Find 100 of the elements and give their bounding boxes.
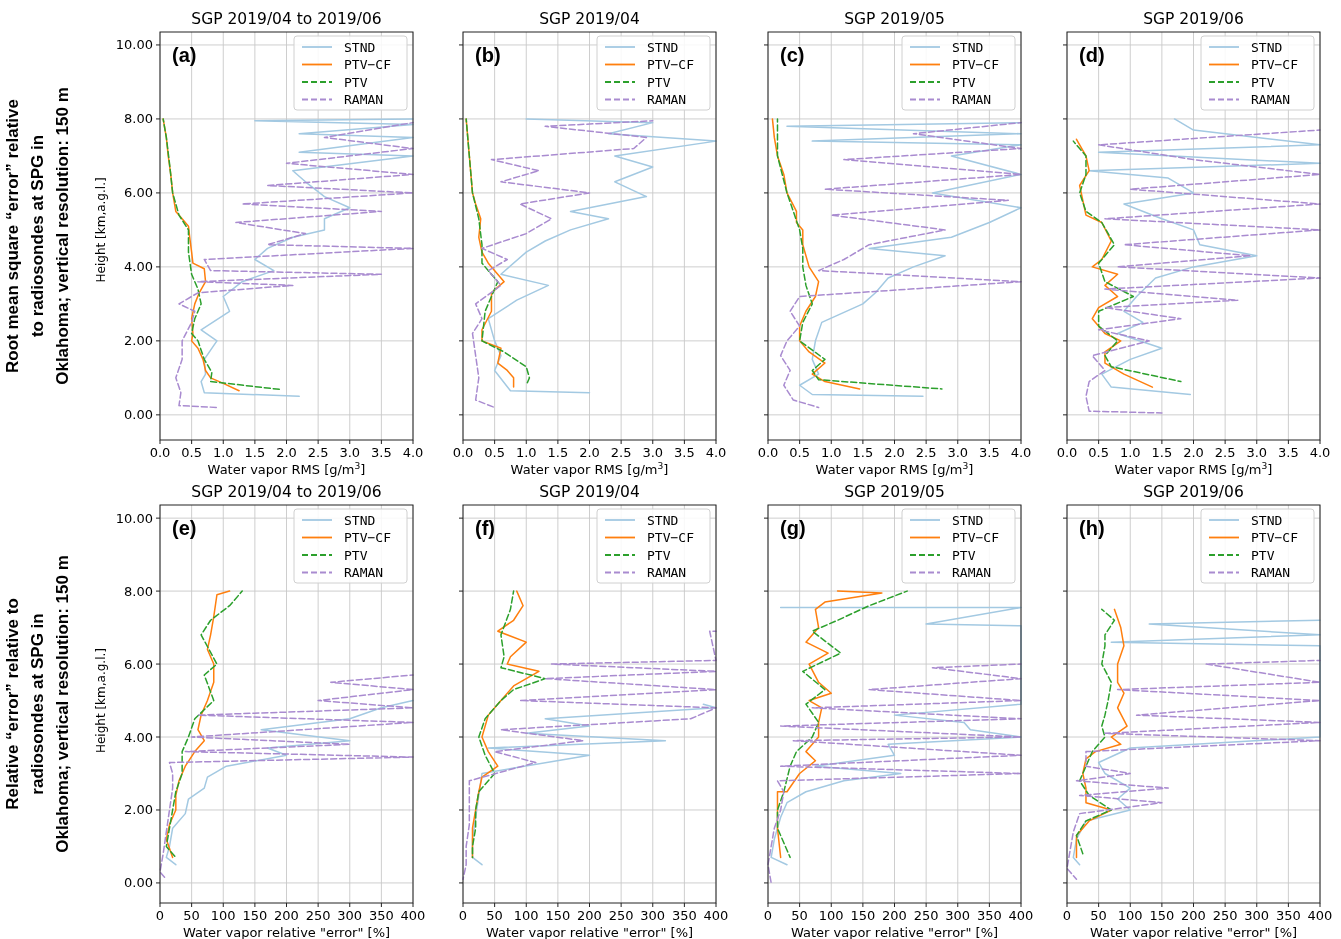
x-tick-label: 1.5 — [852, 445, 874, 460]
x-axis-title: Water vapor RMS [g/m$^{3}$] — [1114, 461, 1273, 477]
x-tick-label: 3.5 — [371, 445, 392, 460]
legend-label: STND — [647, 39, 679, 55]
x-tick-label: 250 — [305, 908, 331, 923]
legend-label: STND — [647, 512, 679, 528]
y-tick-label: 6.00 — [124, 185, 153, 201]
x-tick-label: 300 — [1244, 908, 1270, 923]
x-tick-label: 200 — [1181, 908, 1206, 923]
legend-label: RAMAN — [344, 92, 384, 107]
legend-label: PTV — [1251, 547, 1275, 563]
x-tick-label: 2.5 — [1214, 445, 1236, 460]
legend-label: STND — [952, 512, 984, 528]
x-tick-label: 150 — [545, 908, 571, 923]
legend-label: PTV — [344, 74, 368, 90]
y-tick-label: 8.00 — [124, 583, 153, 599]
line-series — [165, 590, 231, 859]
x-tick-label: 250 — [1212, 908, 1238, 923]
x-tick-label: 400 — [400, 908, 426, 923]
x-tick-label: 1.5 — [244, 445, 266, 460]
legend-label: RAMAN — [647, 565, 687, 580]
chart-title: SGP 2019/04 to 2019/06 — [191, 483, 382, 501]
text: Relative “error” relative to radiosondes at SPG in Oklahoma; vertical resolution: 150 m — [3, 555, 72, 853]
x-tick-label: 3.0 — [1246, 445, 1268, 460]
legend-label: STND — [952, 39, 984, 55]
x-tick-label: 400 — [703, 908, 729, 923]
line-series — [165, 590, 243, 859]
legend-label: RAMAN — [344, 565, 384, 580]
legend-label: PTV — [952, 74, 976, 90]
x-tick-label: 2.0 — [579, 445, 600, 460]
y-tick-label: 4.00 — [124, 259, 153, 275]
legend-label: PTV — [647, 547, 671, 563]
x-tick-label: 0.0 — [452, 445, 474, 460]
x-tick-label: 2.0 — [1183, 445, 1204, 460]
x-tick-label: 4.0 — [402, 445, 424, 460]
annotation: (c) — [780, 44, 805, 66]
x-tick-label: 0 — [155, 908, 165, 923]
x-tick-label: 2.5 — [915, 445, 937, 460]
x-axis-title: Water vapor relative "error" [%] — [790, 925, 999, 939]
legend-label: STND — [344, 512, 376, 528]
x-tick-label: 0 — [458, 908, 468, 923]
chart-title: SGP 2019/05 — [844, 483, 945, 501]
x-axis-title: Water vapor RMS [g/m$^{3}$] — [207, 461, 366, 477]
y-tick-label: 0.00 — [124, 407, 153, 423]
annotation: (f) — [475, 517, 495, 539]
legend-label: RAMAN — [1251, 565, 1291, 580]
legend-label: RAMAN — [952, 565, 992, 580]
y-tick-label: 2.00 — [124, 333, 153, 349]
annotation: (d) — [1079, 44, 1105, 66]
chart-title: SGP 2019/04 to 2019/06 — [191, 10, 382, 28]
x-axis-title: Water vapor RMS [g/m$^{3}$] — [815, 461, 974, 477]
legend-label: STND — [344, 39, 376, 55]
x-tick-label: 400 — [1307, 908, 1333, 923]
x-tick-label: 200 — [274, 908, 299, 923]
chart-title: SGP 2019/05 — [844, 10, 945, 28]
x-tick-label: 100 — [210, 908, 236, 923]
legend-label: STND — [1251, 512, 1283, 528]
x-tick-label: 2.0 — [884, 445, 905, 460]
y-tick-label: 8.00 — [124, 111, 153, 127]
x-tick-label: 0.0 — [757, 445, 779, 460]
x-tick-label: 50 — [1090, 908, 1107, 923]
y-tick-label: 6.00 — [124, 656, 153, 672]
legend-label: PTV−CF — [952, 530, 1000, 545]
y-tick-label: 10.00 — [115, 510, 153, 526]
legend-label: PTV−CF — [344, 530, 392, 545]
x-tick-label: 3.0 — [947, 445, 969, 460]
annotation: (a) — [172, 44, 197, 66]
legend-label: RAMAN — [952, 92, 992, 107]
x-tick-label: 3.5 — [674, 445, 695, 460]
x-tick-label: 100 — [818, 908, 844, 923]
x-tick-label: 1.5 — [1151, 445, 1173, 460]
y-tick-label: 2.00 — [124, 802, 153, 818]
x-tick-label: 400 — [1008, 908, 1034, 923]
x-tick-label: 3.0 — [642, 445, 664, 460]
x-tick-label: 0.5 — [484, 445, 505, 460]
annotation: (b) — [475, 44, 501, 66]
legend-label: PTV — [647, 74, 671, 90]
x-tick-label: 100 — [513, 908, 539, 923]
x-tick-label: 4.0 — [1010, 445, 1032, 460]
x-tick-label: 0.5 — [1088, 445, 1109, 460]
line-series — [159, 674, 414, 881]
legend-label: PTV — [952, 547, 976, 563]
x-tick-label: 300 — [337, 908, 363, 923]
x-axis-title: Water vapor RMS [g/m$^{3}$] — [510, 461, 669, 477]
x-tick-label: 300 — [640, 908, 666, 923]
x-tick-label: 1.0 — [515, 445, 537, 460]
legend-label: PTV−CF — [1251, 57, 1299, 72]
x-tick-label: 150 — [850, 908, 876, 923]
x-axis-title: Water vapor relative "error" [%] — [1089, 925, 1298, 939]
chart-title: SGP 2019/06 — [1143, 10, 1244, 28]
x-tick-label: 2.5 — [307, 445, 329, 460]
y-tick-label: 10.00 — [115, 37, 153, 53]
x-axis-title: Water vapor relative "error" [%] — [182, 925, 391, 939]
legend-label: PTV−CF — [647, 57, 695, 72]
annotation: (h) — [1079, 517, 1105, 539]
x-tick-label: 4.0 — [1309, 445, 1331, 460]
x-tick-label: 1.5 — [547, 445, 569, 460]
x-tick-label: 50 — [486, 908, 503, 923]
x-tick-label: 50 — [791, 908, 808, 923]
x-tick-label: 3.5 — [1278, 445, 1299, 460]
